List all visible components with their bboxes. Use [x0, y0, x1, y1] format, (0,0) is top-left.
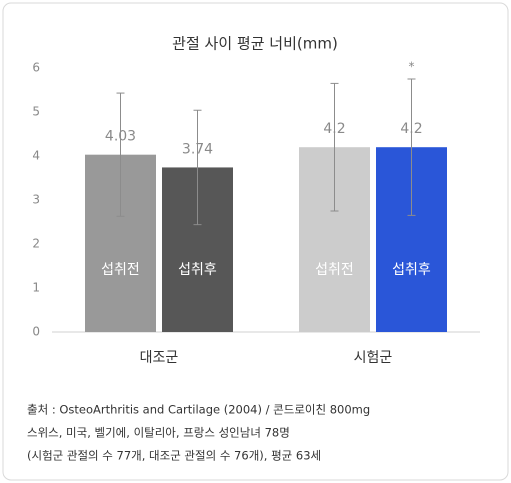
x-tick-label: 시험군	[354, 350, 393, 366]
y-tick-label: 0	[32, 325, 40, 339]
y-tick-label: 4	[32, 149, 40, 163]
value-label: 3.74	[182, 141, 213, 157]
footnote: (시험군 관절의 수 77개, 대조군 관절의 수 76개), 평균 63세	[27, 449, 321, 463]
value-label: 4.2	[400, 121, 422, 137]
annotation: *	[409, 60, 415, 74]
bar-series-label: 섭취전	[315, 262, 354, 278]
x-tick-label: 대조군	[140, 350, 179, 366]
y-tick-label: 5	[32, 105, 40, 119]
value-label: 4.2	[323, 121, 345, 137]
footnote: 출처 : OsteoArthritis and Cartilage (2004)…	[27, 403, 370, 417]
bar-series-label: 섭취후	[392, 262, 431, 278]
y-tick-label: 2	[32, 237, 40, 251]
y-tick-label: 6	[32, 61, 40, 75]
bar-series-label: 섭취전	[101, 262, 140, 278]
footnote: 스위스, 미국, 벨기에, 이탈리아, 프랑스 성인남녀 78명	[27, 426, 290, 440]
y-tick-label: 1	[32, 281, 40, 295]
y-tick-label: 3	[32, 193, 40, 207]
value-label: 4.03	[105, 129, 136, 145]
bar-series-label: 섭취후	[178, 262, 217, 278]
chart-title: 관절 사이 평균 너비(mm)	[172, 35, 338, 53]
